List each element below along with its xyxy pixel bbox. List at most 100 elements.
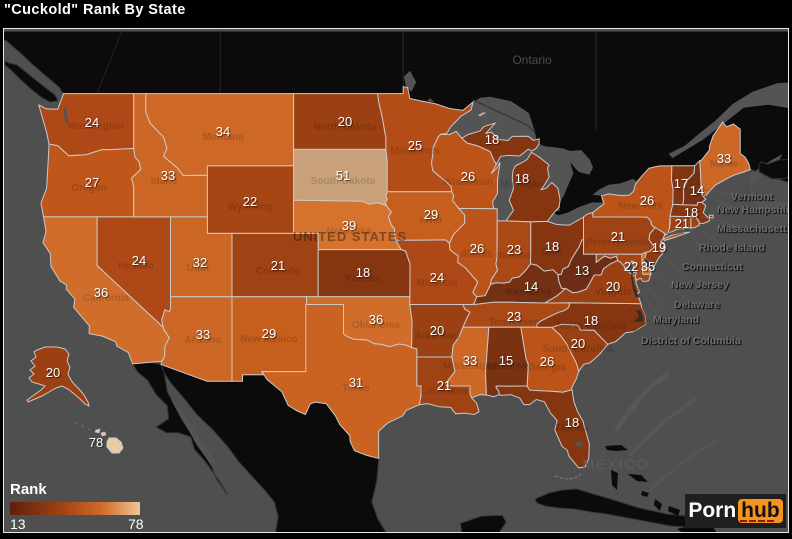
svg-text:Missouri: Missouri xyxy=(416,278,457,289)
svg-text:Virginia: Virginia xyxy=(595,287,632,298)
svg-text:33: 33 xyxy=(196,327,210,342)
svg-text:Texas: Texas xyxy=(342,383,370,394)
svg-text:33: 33 xyxy=(717,151,731,166)
svg-text:Indiana: Indiana xyxy=(496,250,531,261)
svg-text:32: 32 xyxy=(193,255,207,270)
svg-text:18: 18 xyxy=(485,132,499,147)
svg-text:21: 21 xyxy=(675,216,689,231)
svg-text:Florida: Florida xyxy=(555,423,589,434)
svg-text:Massachusetts: Massachusetts xyxy=(717,223,788,235)
svg-text:18: 18 xyxy=(515,171,529,186)
svg-text:North Dakota: North Dakota xyxy=(314,122,377,133)
svg-text:Georgia: Georgia xyxy=(528,362,566,373)
svg-text:California: California xyxy=(83,293,130,304)
svg-text:North Carolina: North Carolina xyxy=(556,321,626,332)
svg-text:26: 26 xyxy=(640,193,654,208)
svg-text:36: 36 xyxy=(369,312,383,327)
svg-text:36: 36 xyxy=(94,285,108,300)
svg-text:78: 78 xyxy=(89,435,103,450)
svg-text:20: 20 xyxy=(606,279,620,294)
svg-text:Colorado: Colorado xyxy=(256,266,300,277)
svg-text:25: 25 xyxy=(408,138,422,153)
svg-text:26: 26 xyxy=(470,241,484,256)
svg-text:Washington: Washington xyxy=(68,121,125,132)
svg-text:18: 18 xyxy=(584,313,598,328)
svg-text:31: 31 xyxy=(349,375,363,390)
svg-text:MEXICO: MEXICO xyxy=(582,456,649,472)
svg-text:20: 20 xyxy=(338,114,352,129)
svg-text:Maine: Maine xyxy=(710,159,739,170)
svg-text:27: 27 xyxy=(85,175,99,190)
svg-text:Ontario: Ontario xyxy=(512,53,552,67)
svg-text:22: 22 xyxy=(624,259,638,274)
svg-text:Arkansas: Arkansas xyxy=(414,331,459,342)
svg-text:Delaware: Delaware xyxy=(674,299,720,311)
svg-text:Nevada: Nevada xyxy=(118,261,154,272)
svg-text:New York: New York xyxy=(619,201,664,212)
svg-text:Ohio: Ohio xyxy=(541,247,564,258)
svg-text:Louisiana: Louisiana xyxy=(421,386,468,397)
svg-text:24: 24 xyxy=(132,253,146,268)
svg-text:26: 26 xyxy=(461,169,475,184)
svg-text:New Hampshire: New Hampshire xyxy=(717,204,788,216)
svg-text:18: 18 xyxy=(565,415,579,430)
svg-text:26: 26 xyxy=(540,354,554,369)
svg-text:21: 21 xyxy=(271,258,285,273)
svg-text:33: 33 xyxy=(161,168,175,183)
svg-text:Rhode Island: Rhode Island xyxy=(699,242,765,254)
svg-text:20: 20 xyxy=(46,365,60,380)
svg-text:Alabama: Alabama xyxy=(485,361,527,372)
svg-text:20: 20 xyxy=(430,323,444,338)
svg-text:29: 29 xyxy=(424,207,438,222)
svg-text:Mississippi: Mississippi xyxy=(443,361,497,372)
svg-text:19: 19 xyxy=(652,240,666,255)
svg-text:UNITED STATES: UNITED STATES xyxy=(293,229,407,244)
svg-text:23: 23 xyxy=(507,309,521,324)
svg-text:23: 23 xyxy=(507,242,521,257)
svg-text:20: 20 xyxy=(571,336,585,351)
svg-text:14: 14 xyxy=(524,279,538,294)
svg-text:Kentucky: Kentucky xyxy=(506,287,551,298)
svg-text:13: 13 xyxy=(575,263,589,278)
svg-text:Iowa: Iowa xyxy=(420,215,443,226)
svg-text:Michigan: Michigan xyxy=(500,179,543,190)
svg-text:17: 17 xyxy=(674,176,688,191)
svg-text:Wyoming: Wyoming xyxy=(228,202,273,213)
svg-text:Arizona: Arizona xyxy=(185,335,222,346)
svg-text:Minnesota: Minnesota xyxy=(390,146,440,157)
svg-text:22: 22 xyxy=(243,194,257,209)
svg-text:21: 21 xyxy=(611,229,625,244)
svg-text:Oregon: Oregon xyxy=(71,183,107,194)
svg-text:24: 24 xyxy=(85,115,99,130)
svg-text:Utah: Utah xyxy=(187,263,209,274)
svg-text:Montana: Montana xyxy=(202,132,244,143)
svg-text:New Jersey: New Jersey xyxy=(671,279,729,291)
svg-text:Nebraska: Nebraska xyxy=(326,226,371,237)
svg-text:34: 34 xyxy=(216,124,230,139)
svg-text:Connecticut: Connecticut xyxy=(682,261,743,273)
svg-text:Wisconsin: Wisconsin xyxy=(443,177,493,188)
svg-text:Maryland: Maryland xyxy=(653,314,699,326)
svg-text:New Mexico: New Mexico xyxy=(240,334,297,345)
svg-text:Pennsylvania: Pennsylvania xyxy=(586,237,650,248)
svg-text:Tennessee: Tennessee xyxy=(489,317,540,328)
svg-text:Illinois: Illinois xyxy=(461,249,493,260)
svg-text:29: 29 xyxy=(262,326,276,341)
svg-text:35: 35 xyxy=(641,259,655,274)
svg-text:51: 51 xyxy=(336,168,350,183)
svg-text:15: 15 xyxy=(499,353,513,368)
svg-text:Vermont: Vermont xyxy=(731,191,774,203)
svg-text:South Carolina: South Carolina xyxy=(542,344,614,355)
svg-text:24: 24 xyxy=(430,270,444,285)
svg-text:14: 14 xyxy=(690,183,704,198)
svg-text:Kansas: Kansas xyxy=(345,273,381,284)
svg-text:18: 18 xyxy=(356,265,370,280)
svg-text:18: 18 xyxy=(545,239,559,254)
svg-text:Idaho: Idaho xyxy=(151,176,178,187)
svg-text:21: 21 xyxy=(437,378,451,393)
svg-text:33: 33 xyxy=(463,353,477,368)
svg-text:Oklahoma: Oklahoma xyxy=(352,320,401,331)
svg-text:South Dakota: South Dakota xyxy=(311,176,376,187)
svg-text:District of Columbia: District of Columbia xyxy=(641,335,741,347)
svg-text:18: 18 xyxy=(684,205,698,220)
